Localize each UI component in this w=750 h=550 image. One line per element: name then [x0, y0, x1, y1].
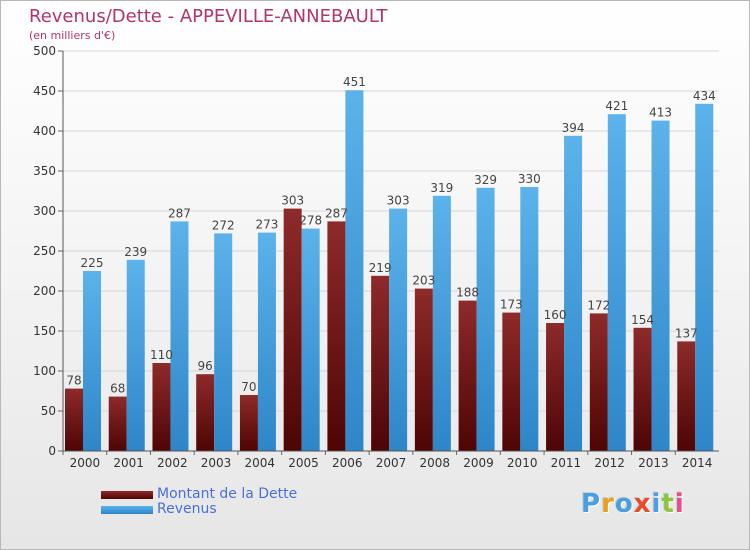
legend-swatch-debt: [101, 491, 153, 499]
data-label-revenue: 278: [299, 214, 322, 228]
y-tick-label: 250: [33, 244, 56, 258]
data-label-revenue: 273: [255, 218, 278, 232]
data-label-debt: 137: [675, 326, 698, 340]
bar-revenue: [520, 187, 539, 451]
x-tick-label: 2013: [638, 456, 669, 470]
x-tick-label: 2001: [113, 456, 144, 470]
y-tick-label: 450: [33, 84, 56, 98]
x-tick-label: 2008: [419, 456, 450, 470]
legend-label-revenue: Revenus: [157, 501, 217, 517]
data-label-revenue: 239: [124, 245, 147, 259]
bar-debt: [502, 312, 521, 451]
bar-debt: [283, 208, 302, 451]
data-label-debt: 154: [631, 313, 654, 327]
bar-debt: [152, 363, 171, 451]
bar-revenue: [607, 114, 626, 451]
x-axis-ticks: 2000 2001 2002 2003 2004 2005 2006 2007 2008 2009…: [62, 451, 713, 470]
data-label-revenue: 330: [518, 172, 541, 186]
x-tick-label: 2000: [70, 456, 101, 470]
data-label-revenue: 319: [430, 181, 453, 195]
data-label-debt: 68: [110, 382, 125, 396]
bar-debt: [371, 275, 390, 451]
bar-debt: [546, 323, 565, 451]
data-label-revenue: 225: [81, 256, 104, 270]
data-label-debt: 287: [325, 206, 348, 220]
data-label-debt: 188: [456, 286, 479, 300]
bar-revenue: [257, 232, 276, 451]
data-label-revenue: 287: [168, 206, 191, 220]
data-label-debt: 160: [544, 308, 567, 322]
x-tick-label: 2009: [463, 456, 494, 470]
y-tick-label: 350: [33, 164, 56, 178]
data-label-debt: 219: [369, 261, 392, 275]
data-label-revenue: 413: [649, 106, 672, 120]
legend-swatch-revenue: [101, 506, 153, 514]
x-tick-label: 2014: [682, 456, 713, 470]
y-tick-label: 150: [33, 324, 56, 338]
data-label-revenue: 434: [693, 89, 716, 103]
x-tick-label: 2002: [157, 456, 188, 470]
bar-debt: [633, 327, 652, 451]
x-tick-label: 2007: [376, 456, 407, 470]
bar-debt: [108, 396, 127, 451]
y-tick-label: 100: [33, 364, 56, 378]
bar-revenue: [345, 90, 364, 451]
data-label-revenue: 272: [212, 218, 235, 232]
x-tick-label: 2004: [245, 456, 276, 470]
data-label-debt: 173: [500, 298, 523, 312]
bar-debt: [677, 341, 696, 451]
y-tick-label: 400: [33, 124, 56, 138]
bar-revenue: [126, 259, 145, 451]
data-label-debt: 96: [198, 359, 213, 373]
proxiti-logo: Proxiti: [581, 489, 685, 519]
bar-debt: [589, 313, 608, 451]
bar-revenue: [214, 233, 233, 451]
chart-subtitle: (en milliers d'€): [29, 29, 116, 42]
bar-revenue: [301, 228, 320, 451]
bar-revenue: [389, 208, 408, 451]
bar-revenue: [695, 103, 714, 452]
y-tick-label: 200: [33, 284, 56, 298]
bar-debt: [414, 288, 433, 451]
bar-revenue: [651, 120, 670, 451]
data-label-debt: 172: [587, 298, 610, 312]
data-label-debt: 303: [281, 194, 304, 208]
bar-debt: [196, 374, 215, 451]
x-tick-label: 2005: [288, 456, 319, 470]
legend-label-debt: Montant de la Dette: [157, 486, 298, 502]
data-label-revenue: 329: [474, 173, 497, 187]
bar-debt: [239, 395, 258, 451]
data-label-debt: 203: [412, 274, 435, 288]
bar-revenue: [564, 135, 583, 452]
x-tick-label: 2012: [594, 456, 625, 470]
data-label-revenue: 303: [387, 194, 410, 208]
x-tick-label: 2010: [507, 456, 538, 470]
chart-title: Revenus/Dette - APPEVILLE-ANNEBAULT: [29, 6, 388, 27]
data-label-debt: 70: [241, 380, 256, 394]
x-tick-label: 2003: [201, 456, 232, 470]
y-tick-label: 300: [33, 204, 56, 218]
y-axis-ticks: 0 50 100 150 200 250 300 350 400 450 500: [33, 44, 63, 458]
data-label-revenue: 451: [343, 75, 366, 89]
data-label-revenue: 394: [562, 121, 585, 135]
y-tick-label: 500: [33, 44, 56, 58]
data-labels: 7822568239110287962727027330327828745121…: [66, 75, 715, 395]
y-tick-label: 0: [48, 444, 56, 458]
x-tick-label: 2006: [332, 456, 363, 470]
y-tick-label: 50: [41, 404, 56, 418]
bar-debt: [327, 221, 346, 451]
data-label-debt: 110: [150, 348, 173, 362]
data-label-revenue: 421: [605, 99, 628, 113]
bar-debt: [65, 388, 83, 451]
bars: [65, 90, 714, 452]
bar-revenue: [170, 221, 189, 451]
bar-revenue: [83, 271, 101, 451]
bar-revenue: [476, 187, 495, 452]
data-label-debt: 78: [66, 374, 81, 388]
bar-debt: [458, 300, 477, 451]
x-tick-label: 2011: [551, 456, 582, 470]
bar-revenue: [432, 195, 451, 451]
